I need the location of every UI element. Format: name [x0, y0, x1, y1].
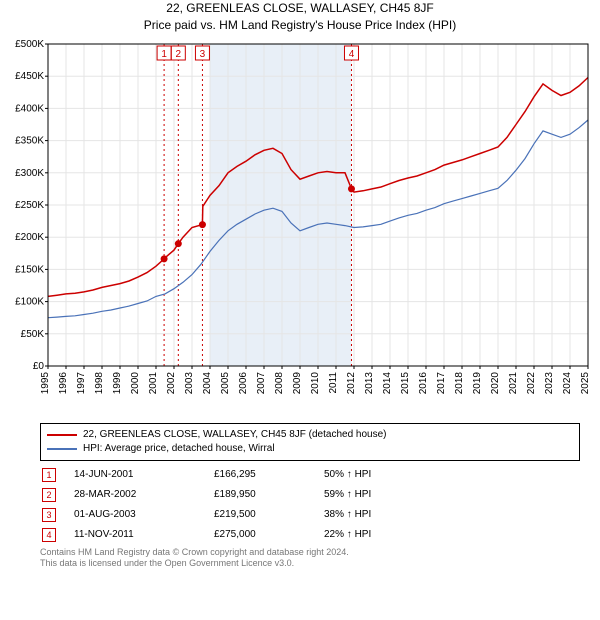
- svg-text:2019: 2019: [472, 371, 483, 394]
- svg-text:£450K: £450K: [15, 71, 44, 82]
- tx-date: 11-NOV-2011: [74, 529, 214, 540]
- table-row: 1 14-JUN-2001 £166,295 50% ↑ HPI: [40, 465, 580, 485]
- svg-text:2006: 2006: [238, 371, 249, 394]
- svg-text:£350K: £350K: [15, 135, 44, 146]
- svg-text:2007: 2007: [256, 371, 267, 394]
- table-row: 4 11-NOV-2011 £275,000 22% ↑ HPI: [40, 525, 580, 545]
- svg-text:2022: 2022: [526, 371, 537, 394]
- tx-price: £219,500: [214, 509, 324, 520]
- footer-line-1: Contains HM Land Registry data © Crown c…: [40, 547, 580, 559]
- svg-text:2004: 2004: [202, 371, 213, 394]
- svg-text:2: 2: [176, 49, 182, 60]
- svg-text:2015: 2015: [400, 371, 411, 394]
- svg-text:£500K: £500K: [15, 39, 44, 50]
- svg-text:2009: 2009: [292, 371, 303, 394]
- svg-text:4: 4: [349, 49, 355, 60]
- title-line-2: Price paid vs. HM Land Registry's House …: [0, 17, 600, 34]
- footer-line-2: This data is licensed under the Open Gov…: [40, 558, 580, 570]
- svg-text:1997: 1997: [76, 371, 87, 394]
- svg-text:2005: 2005: [220, 371, 231, 394]
- svg-text:1999: 1999: [112, 371, 123, 394]
- svg-text:£0: £0: [33, 361, 45, 372]
- svg-text:1998: 1998: [94, 371, 105, 394]
- legend-row-hpi: HPI: Average price, detached house, Wirr…: [47, 442, 573, 456]
- tx-pct: 59% ↑ HPI: [324, 489, 404, 500]
- legend-swatch-property: [47, 434, 77, 436]
- chart-container: £0 £50K £100K £150K £200K £250K £300K £350K £400…: [0, 34, 600, 419]
- svg-text:2013: 2013: [364, 371, 375, 394]
- svg-text:2016: 2016: [418, 371, 429, 394]
- svg-text:1995: 1995: [40, 371, 51, 394]
- svg-text:£300K: £300K: [15, 167, 44, 178]
- tx-date: 14-JUN-2001: [74, 469, 214, 480]
- tx-date: 28-MAR-2002: [74, 489, 214, 500]
- svg-text:2021: 2021: [508, 371, 519, 394]
- svg-text:£150K: £150K: [15, 264, 44, 275]
- svg-text:2001: 2001: [148, 371, 159, 394]
- svg-text:2011: 2011: [328, 371, 339, 393]
- legend-label-hpi: HPI: Average price, detached house, Wirr…: [83, 442, 275, 456]
- legend-label-property: 22, GREENLEAS CLOSE, WALLASEY, CH45 8JF …: [83, 428, 386, 442]
- table-row: 3 01-AUG-2003 £219,500 38% ↑ HPI: [40, 505, 580, 525]
- svg-text:3: 3: [200, 49, 206, 60]
- tx-marker-4: 4: [42, 528, 56, 542]
- svg-text:£400K: £400K: [15, 103, 44, 114]
- svg-text:2024: 2024: [562, 371, 573, 394]
- svg-text:£250K: £250K: [15, 200, 44, 211]
- table-row: 2 28-MAR-2002 £189,950 59% ↑ HPI: [40, 485, 580, 505]
- svg-text:£200K: £200K: [15, 232, 44, 243]
- legend-box: 22, GREENLEAS CLOSE, WALLASEY, CH45 8JF …: [40, 423, 580, 461]
- tx-pct: 38% ↑ HPI: [324, 509, 404, 520]
- tx-price: £166,295: [214, 469, 324, 480]
- svg-text:2023: 2023: [544, 371, 555, 394]
- svg-text:2025: 2025: [580, 371, 591, 394]
- tx-marker-1: 1: [42, 468, 56, 482]
- svg-text:2020: 2020: [490, 371, 501, 394]
- svg-text:2000: 2000: [130, 371, 141, 394]
- svg-text:2012: 2012: [346, 371, 357, 394]
- svg-text:1: 1: [161, 49, 167, 60]
- tx-marker-2: 2: [42, 488, 56, 502]
- svg-text:2018: 2018: [454, 371, 465, 394]
- svg-text:2008: 2008: [274, 371, 285, 394]
- svg-text:2014: 2014: [382, 371, 393, 394]
- svg-text:£100K: £100K: [15, 296, 44, 307]
- svg-text:2010: 2010: [310, 371, 321, 394]
- chart-svg: £0 £50K £100K £150K £200K £250K £300K £350K £400…: [0, 34, 600, 414]
- tx-pct: 22% ↑ HPI: [324, 529, 404, 540]
- transaction-table: 1 14-JUN-2001 £166,295 50% ↑ HPI 2 28-MA…: [40, 465, 580, 545]
- svg-text:£50K: £50K: [21, 328, 45, 339]
- svg-text:2017: 2017: [436, 371, 447, 394]
- tx-marker-3: 3: [42, 508, 56, 522]
- legend-swatch-hpi: [47, 448, 77, 450]
- svg-text:2003: 2003: [184, 371, 195, 394]
- legend-row-property: 22, GREENLEAS CLOSE, WALLASEY, CH45 8JF …: [47, 428, 573, 442]
- tx-price: £275,000: [214, 529, 324, 540]
- svg-text:1996: 1996: [58, 371, 69, 394]
- svg-text:2002: 2002: [166, 371, 177, 394]
- footer-text: Contains HM Land Registry data © Crown c…: [40, 547, 580, 570]
- tx-pct: 50% ↑ HPI: [324, 469, 404, 480]
- tx-price: £189,950: [214, 489, 324, 500]
- tx-date: 01-AUG-2003: [74, 509, 214, 520]
- title-line-1: 22, GREENLEAS CLOSE, WALLASEY, CH45 8JF: [0, 0, 600, 17]
